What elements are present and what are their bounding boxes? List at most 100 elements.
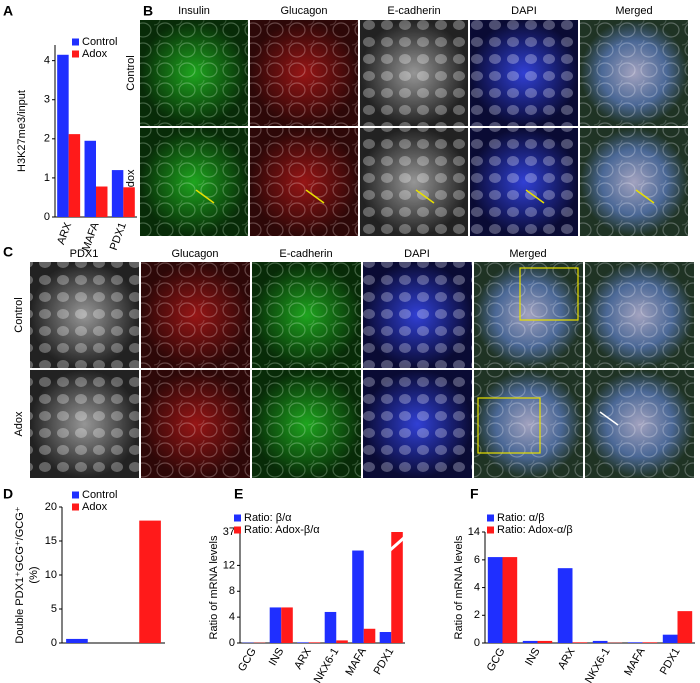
cell-texture: [30, 370, 139, 478]
bar: [662, 634, 678, 643]
cell-texture: [140, 20, 248, 126]
y-tick-label: 4: [474, 581, 480, 593]
bar: [139, 520, 161, 643]
y-tick-label: 12: [223, 559, 235, 571]
bar: [68, 134, 81, 217]
cell-texture: [470, 128, 578, 236]
y-axis-label: Double PDX1⁺GCG⁺/GCG⁺: [14, 506, 26, 643]
bar: [84, 140, 96, 217]
legend-label: Ratio: Adox-β/α: [244, 524, 320, 536]
column-label: DAPI: [404, 248, 430, 260]
column-label: Insulin: [178, 5, 210, 17]
axis-break: [390, 536, 404, 552]
column-label: Merged: [509, 248, 546, 260]
legend-label: Control: [82, 489, 117, 501]
cell-texture: [250, 20, 358, 126]
x-tick-label: INS: [267, 646, 287, 668]
legend-label: Ratio: Adox-α/β: [497, 524, 573, 536]
legend-swatch: [487, 526, 494, 534]
cell-tint: [252, 262, 361, 368]
y-tick-label: 20: [45, 501, 57, 513]
cell-tint: [250, 128, 358, 236]
cell-texture: [580, 20, 688, 126]
cell-texture: [140, 128, 248, 236]
bar: [391, 532, 403, 643]
cell-tint: [470, 20, 578, 126]
y-axis-label: H3K27me3/input: [16, 90, 28, 172]
cell-texture: [30, 262, 139, 368]
micrographs: [30, 20, 694, 478]
cell-texture: [252, 370, 361, 478]
bar: [281, 607, 293, 643]
panel-letter: C: [3, 244, 13, 260]
arrow: [635, 189, 655, 204]
column-label: Glucagon: [280, 5, 327, 17]
x-tick-label: MAFA: [343, 645, 369, 678]
column-label: E-cadherin: [387, 5, 440, 17]
x-tick-label: MAFA: [622, 645, 648, 678]
arrow: [195, 189, 215, 204]
cell-texture: [360, 128, 468, 236]
bar: [269, 607, 282, 643]
row-label: Control: [125, 55, 137, 90]
legend-swatch: [72, 491, 79, 499]
bar: [308, 642, 321, 643]
cell-tint: [363, 262, 472, 368]
x-tick-label: NKX6-1: [583, 646, 613, 683]
cell-texture: [585, 262, 694, 368]
legend-label: Adox: [82, 501, 108, 513]
arrow: [305, 189, 325, 204]
cell-texture: [141, 262, 250, 368]
x-tick-label: GCG: [236, 646, 259, 674]
column-label: Glucagon: [171, 248, 218, 260]
bar: [336, 640, 348, 643]
y-tick-label: 5: [51, 603, 57, 615]
legend-swatch: [234, 514, 241, 522]
zoom-box: [519, 267, 579, 321]
cell-tint: [585, 370, 694, 478]
cell-texture: [252, 262, 361, 368]
bar: [297, 642, 309, 643]
y-axis-label: Ratio of mRNA levels: [453, 535, 465, 639]
cell-tint: [250, 20, 358, 126]
y-tick-label: 6: [474, 554, 480, 566]
arrow: [525, 189, 545, 204]
cell-texture: [363, 370, 472, 478]
x-tick-label: INS: [523, 646, 543, 668]
row-label: Adox: [13, 411, 25, 437]
bar: [487, 557, 503, 643]
bar: [502, 557, 518, 643]
y-tick-label: 3: [44, 94, 50, 106]
legend-label: Control: [82, 36, 117, 48]
y-tick-label: 2: [474, 609, 480, 621]
cell-tint: [360, 128, 468, 236]
y-tick-label: 0: [229, 637, 235, 649]
cell-tint: [474, 370, 583, 478]
x-tick-label: PDX1: [372, 646, 397, 677]
cell-texture: [474, 370, 583, 478]
cell-texture: [360, 20, 468, 126]
legend-swatch: [72, 503, 79, 511]
y-tick-label: 0: [474, 637, 480, 649]
cell-tint: [580, 20, 688, 126]
cell-tint: [141, 262, 250, 368]
panel-letter: A: [3, 3, 13, 19]
bar: [66, 638, 88, 643]
bar: [642, 642, 658, 643]
y-tick-label: 1: [44, 172, 50, 184]
y-axis-label: (%): [28, 566, 40, 583]
bar: [57, 54, 69, 217]
arrow: [599, 411, 619, 426]
cell-tint: [30, 370, 139, 478]
bar: [363, 628, 376, 643]
y-tick-label: 4: [229, 611, 235, 623]
column-label: DAPI: [511, 5, 537, 17]
cell-tint: [360, 20, 468, 126]
bar: [677, 611, 693, 643]
column-label: Merged: [615, 5, 652, 17]
cell-tint: [140, 128, 248, 236]
y-axis-label: Ratio of mRNA levels: [208, 535, 220, 639]
cell-texture: [580, 128, 688, 236]
legend-swatch: [234, 526, 241, 534]
bar: [111, 170, 124, 217]
